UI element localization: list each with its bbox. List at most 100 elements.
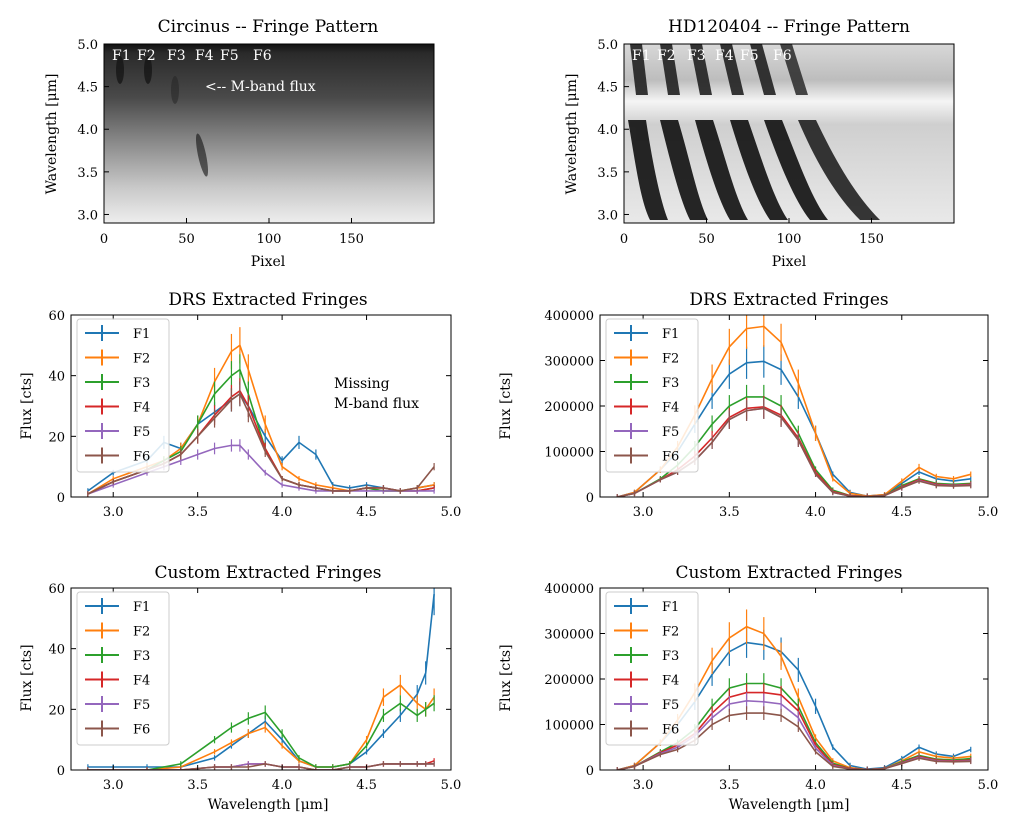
y-tick-label: 100000 <box>544 719 594 734</box>
x-tick-label: 4.0 <box>272 505 293 520</box>
x-tick-label: 50 <box>698 232 715 247</box>
legend-label: F1 <box>133 600 150 615</box>
fringe-band <box>798 120 880 220</box>
y-tick-label: 0 <box>57 764 65 779</box>
legend-box <box>605 591 699 746</box>
fringe-blob <box>116 56 124 84</box>
x-tick-label: 3.0 <box>103 778 124 793</box>
annotation: M-band flux <box>334 396 419 412</box>
y-tick-label: 4.5 <box>77 81 98 96</box>
chart-title: HD120404 -- Fringe Pattern <box>668 17 910 37</box>
y-tick-label: 5.0 <box>77 38 98 53</box>
y-tick-label: 0 <box>586 764 594 779</box>
y-tick-label: 3.0 <box>77 208 98 223</box>
panel-hd120404-fringe: HD120404 -- Fringe Pattern F1 F2 F3 F4 F… <box>564 17 955 270</box>
legend-label: F2 <box>133 625 150 640</box>
y-tick-label: 0 <box>586 491 594 506</box>
panel-hd120404-drs: DRS Extracted Fringes 3.0 3.5 4.0 4.5 5.0 0 10… <box>498 290 998 520</box>
y-tick-label: 20 <box>48 430 65 445</box>
legend-label: F2 <box>662 625 679 640</box>
series-line-f6 <box>617 712 971 770</box>
legend-label: F5 <box>662 425 679 440</box>
x-tick-label: 5.0 <box>978 778 999 793</box>
y-tick-label: 200000 <box>544 673 594 688</box>
y-tick-label: 3.0 <box>597 208 618 223</box>
chart-title: Circinus -- Fringe Pattern <box>158 17 379 37</box>
fringe-label: F6 <box>253 48 272 64</box>
legend-label: F3 <box>662 376 679 391</box>
panel-circinus-custom: Custom Extracted Fringes 3.0 3.5 4.0 4.5 5.0… <box>19 563 461 813</box>
y-tick-label: 400000 <box>544 582 594 597</box>
fringe-band <box>660 120 708 220</box>
x-tick-label: 3.5 <box>719 505 740 520</box>
y-tick-label: 400000 <box>544 309 594 324</box>
y-tick-label: 300000 <box>544 628 594 643</box>
fringe-label: F1 <box>112 48 131 64</box>
x-tick-label: 3.0 <box>103 505 124 520</box>
chart-title: DRS Extracted Fringes <box>689 290 888 310</box>
x-tick-label: 0 <box>100 232 108 247</box>
series-line-f6 <box>87 763 435 770</box>
y-tick-label: 300000 <box>544 355 594 370</box>
legend-label: F6 <box>133 723 150 738</box>
fringe-band <box>630 44 648 95</box>
y-axis-label: Wavelength [μm] <box>564 74 580 195</box>
x-tick-label: 100 <box>257 232 282 247</box>
fringe-label: F2 <box>137 48 156 64</box>
fringe-label: F1 <box>632 48 651 64</box>
series-line-f5 <box>87 444 435 495</box>
x-tick-label: 4.0 <box>805 778 826 793</box>
legend-label: F1 <box>662 327 679 342</box>
x-tick-label: 0 <box>620 232 628 247</box>
x-tick-label: 5.0 <box>978 505 999 520</box>
legend-label: F2 <box>662 352 679 367</box>
chart-title: DRS Extracted Fringes <box>168 290 367 310</box>
series-line-f1 <box>87 392 435 492</box>
legend: F1 F2 F3 F4 F5 F6 <box>76 318 170 473</box>
legend-box <box>76 318 170 473</box>
panel-circinus-drs: DRS Extracted Fringes 3.0 3.5 4.0 4.5 5.0 0 20… <box>19 290 461 520</box>
legend-label: F3 <box>662 649 679 664</box>
x-tick-label: 3.0 <box>633 505 654 520</box>
y-tick-label: 60 <box>48 309 65 324</box>
y-tick-label: 3.5 <box>597 166 618 181</box>
fringe-band <box>690 44 712 95</box>
fringe-label: F6 <box>773 48 792 64</box>
x-tick-label: 4.5 <box>891 505 912 520</box>
annotation: Missing <box>334 376 390 392</box>
fringe-label: F4 <box>195 48 214 64</box>
legend-label: F6 <box>133 450 150 465</box>
x-tick-label: 3.5 <box>719 778 740 793</box>
series-group <box>87 327 435 497</box>
x-tick-label: 4.0 <box>272 778 293 793</box>
legend-label: F6 <box>662 450 679 465</box>
panel-circinus-fringe: Circinus -- Fringe Pattern F1 F2 F3 F4 F… <box>44 17 435 270</box>
x-axis-label: Wavelength [μm] <box>208 797 329 813</box>
x-tick-label: 4.0 <box>805 505 826 520</box>
series-line-f6 <box>87 392 435 495</box>
y-tick-label: 5.0 <box>597 38 618 53</box>
x-tick-label: 100 <box>777 232 802 247</box>
axes-frame <box>70 587 452 771</box>
legend-label: F2 <box>133 352 150 367</box>
x-tick-label: 150 <box>339 232 364 247</box>
axes-frame <box>70 314 452 498</box>
fringe-blob <box>144 56 152 84</box>
x-axis-label: Pixel <box>772 254 807 270</box>
fringe-band <box>730 120 788 220</box>
annotation: <-- M-band flux <box>205 79 316 95</box>
legend: F1 F2 F3 F4 F5 F6 <box>605 318 699 473</box>
legend-label: F1 <box>133 327 150 342</box>
y-tick-label: 40 <box>48 370 65 385</box>
y-tick-label: 4.0 <box>597 123 618 138</box>
legend-label: F4 <box>662 674 679 689</box>
legend: F1 F2 F3 F4 F5 F6 <box>605 591 699 746</box>
legend-label: F5 <box>133 698 150 713</box>
x-tick-label: 3.0 <box>633 778 654 793</box>
fringe-blob <box>195 133 209 177</box>
legend-label: F4 <box>133 674 150 689</box>
x-tick-label: 4.5 <box>356 778 377 793</box>
y-axis-label: Wavelength [μm] <box>44 74 60 195</box>
fringe-label: F3 <box>687 48 706 64</box>
